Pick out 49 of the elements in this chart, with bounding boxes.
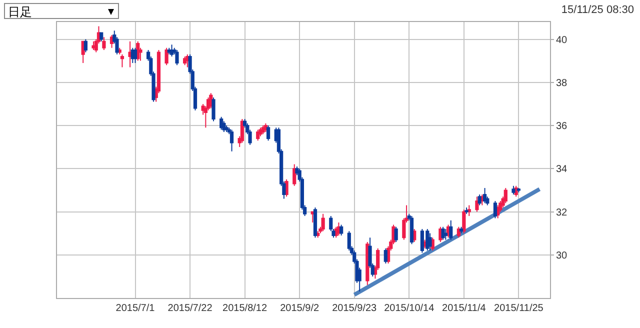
candlestick xyxy=(462,209,466,234)
candlestick xyxy=(100,32,104,42)
candlestick xyxy=(240,118,244,144)
candlestick xyxy=(92,40,96,51)
candlestick xyxy=(133,47,138,64)
y-tick-label: 30 xyxy=(556,250,568,262)
candlestick xyxy=(384,248,388,264)
candlestick xyxy=(493,200,498,219)
candlestick xyxy=(120,54,124,68)
candlestick xyxy=(313,206,318,238)
candlestick xyxy=(467,204,471,217)
x-tick-label: 2015/11/4 xyxy=(442,303,486,314)
y-tick-label: 34 xyxy=(556,164,568,176)
x-tick-label: 2015/10/14 xyxy=(384,303,435,314)
candlestick xyxy=(128,40,132,68)
candlestick xyxy=(438,226,442,242)
candlestick xyxy=(310,211,314,224)
y-tick-label: 36 xyxy=(556,121,568,132)
candlestick xyxy=(164,47,168,66)
candlestick xyxy=(212,96,216,122)
x-tick-label: 2015/7/22 xyxy=(168,303,213,314)
candlestick xyxy=(441,226,445,240)
x-tick-label: 2015/8/12 xyxy=(222,303,268,314)
candlestick xyxy=(394,226,398,242)
candlestick xyxy=(464,206,468,214)
candlestick xyxy=(347,230,351,252)
candlestick xyxy=(460,226,464,234)
text: 日足 xyxy=(4,3,119,19)
candlestick xyxy=(224,125,228,132)
candlestick xyxy=(266,125,270,142)
x-tick-label: 2015/9/2 xyxy=(280,303,320,314)
candlestick xyxy=(340,224,344,236)
y-tick-label: 40 xyxy=(556,34,568,46)
candlestick xyxy=(258,127,262,137)
x-tick-label: 2015/7/1 xyxy=(116,303,156,314)
candlestick xyxy=(410,216,414,245)
candlestick xyxy=(84,38,88,53)
y-tick-label: 38 xyxy=(556,78,568,89)
x-tick-label: 2015/9/23 xyxy=(332,303,378,314)
candlestick xyxy=(475,196,479,212)
candlestick xyxy=(428,232,432,252)
y-tick-label: 32 xyxy=(556,207,568,218)
candlestick xyxy=(222,120,226,132)
candlestick xyxy=(504,188,508,204)
candlestick xyxy=(292,164,296,186)
candlestick xyxy=(321,213,325,232)
candlestick xyxy=(230,129,234,152)
text: 15/11/25 08:30 xyxy=(561,4,634,16)
x-tick-label: 2015/11/25 xyxy=(494,303,544,314)
